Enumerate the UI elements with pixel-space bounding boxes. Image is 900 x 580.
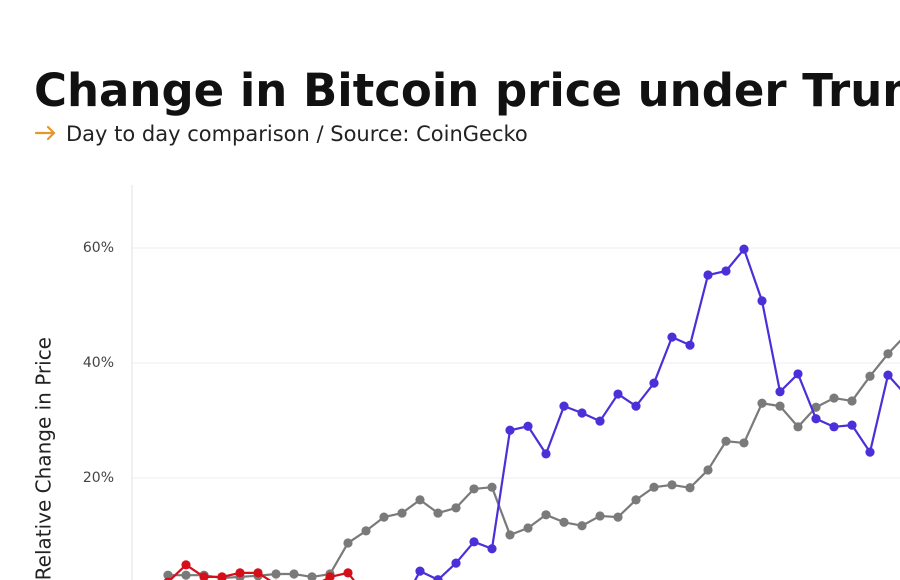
series-point [325, 572, 335, 580]
series-point [487, 544, 497, 554]
series-point [181, 570, 191, 580]
series-point [469, 537, 479, 547]
series-point [469, 484, 479, 494]
series-point [847, 420, 857, 430]
series-point [703, 465, 713, 475]
series-point [685, 483, 695, 493]
series-point [271, 569, 281, 579]
series-point [595, 511, 605, 521]
series-point [163, 570, 173, 580]
series-point [883, 370, 893, 380]
series-point [757, 296, 767, 306]
series-point [361, 526, 371, 536]
series-point [667, 332, 677, 342]
series-point [595, 416, 605, 426]
series-point [613, 512, 623, 522]
series-point [829, 393, 839, 403]
chart-subtitle: Day to day comparison / Source: CoinGeck… [66, 122, 528, 146]
series-point [811, 402, 821, 412]
series-point [685, 340, 695, 350]
series-point [451, 503, 461, 513]
series-line [168, 563, 355, 580]
series-point [703, 270, 713, 280]
series-point [163, 577, 173, 580]
series-point [667, 480, 677, 490]
series-point [739, 244, 749, 254]
series-point [721, 266, 731, 276]
series-point [559, 517, 569, 527]
series-point [307, 572, 317, 580]
series-point [847, 396, 857, 406]
series-point [757, 398, 767, 408]
y-tick-label: 60% [83, 240, 114, 256]
series-point [415, 495, 425, 505]
series-line [168, 339, 900, 580]
series-point [577, 521, 587, 531]
series-point [379, 512, 389, 522]
series-point [343, 568, 353, 578]
series-point [631, 401, 641, 411]
series-point [541, 510, 551, 520]
series-point [523, 523, 533, 533]
chart-title: Change in Bitcoin price under Trump [34, 64, 900, 117]
series-point [199, 572, 209, 580]
series-point [487, 482, 497, 492]
series-point [613, 389, 623, 399]
series-point [739, 438, 749, 448]
plot-area: 20% 40% 60% [83, 240, 900, 580]
series-point [289, 569, 299, 579]
series-point [865, 447, 875, 457]
series-point [433, 575, 443, 580]
y-tick-label: 40% [83, 355, 114, 371]
series-point [811, 414, 821, 424]
series-point [541, 449, 551, 459]
series-point [865, 371, 875, 381]
series-point [235, 568, 245, 578]
series-point [181, 560, 191, 570]
y-axis-label: Relative Change in Price [32, 337, 56, 580]
series-point [397, 508, 407, 518]
series-point [631, 495, 641, 505]
series-point [253, 568, 263, 578]
series-point [451, 558, 461, 568]
series-point [793, 369, 803, 379]
series-point [649, 482, 659, 492]
series-point [793, 422, 803, 432]
subtitle-arrow [34, 125, 56, 141]
series-point [559, 401, 569, 411]
series-line [413, 248, 900, 580]
y-tick-label: 20% [83, 470, 114, 486]
series-point [523, 421, 533, 431]
series-point [775, 401, 785, 411]
series-point [649, 378, 659, 388]
series-point [883, 349, 893, 359]
series-point [217, 572, 227, 580]
series-point [415, 566, 425, 576]
series-point [505, 530, 515, 540]
series-point [721, 436, 731, 446]
series-point [577, 408, 587, 418]
series-point [505, 425, 515, 435]
series-point [433, 508, 443, 518]
series-point [343, 538, 353, 548]
series-point [775, 387, 785, 397]
series-point [829, 422, 839, 432]
